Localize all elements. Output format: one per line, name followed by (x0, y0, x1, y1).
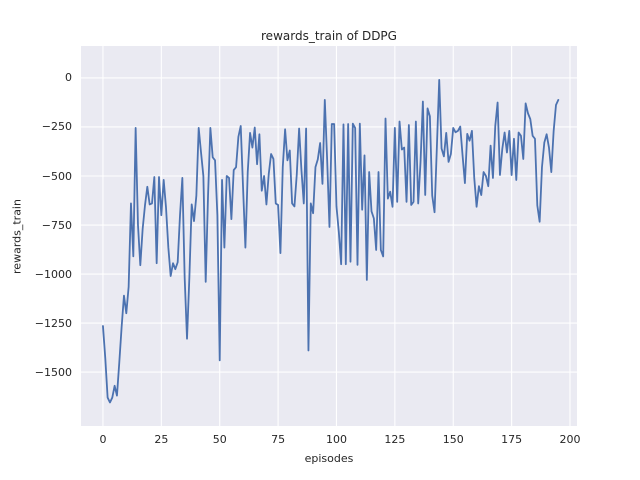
y-tick-label: 0 (65, 71, 72, 85)
y-tick-label: −1000 (34, 267, 72, 281)
y-tick-label: −750 (41, 218, 72, 232)
x-tick-label: 150 (442, 433, 464, 446)
x-tick-label: 125 (384, 433, 406, 446)
x-tick-label: 50 (212, 433, 227, 446)
x-tick-label: 0 (99, 433, 107, 446)
x-tick-label: 175 (501, 433, 523, 446)
x-tick-label: 200 (559, 433, 581, 446)
y-tick-label: −1250 (34, 316, 72, 330)
x-tick-label: 25 (154, 433, 169, 446)
x-tick-label: 75 (271, 433, 286, 446)
chart-title: rewards_train of DDPG (261, 29, 397, 43)
plot-area (81, 46, 577, 426)
x-tick-label: 100 (325, 433, 347, 446)
y-tick-label: −250 (41, 120, 72, 134)
y-tick-label: −1500 (34, 365, 72, 379)
x-axis-label: episodes (304, 452, 354, 465)
y-tick-label: −500 (41, 169, 72, 183)
line-chart (81, 46, 577, 426)
